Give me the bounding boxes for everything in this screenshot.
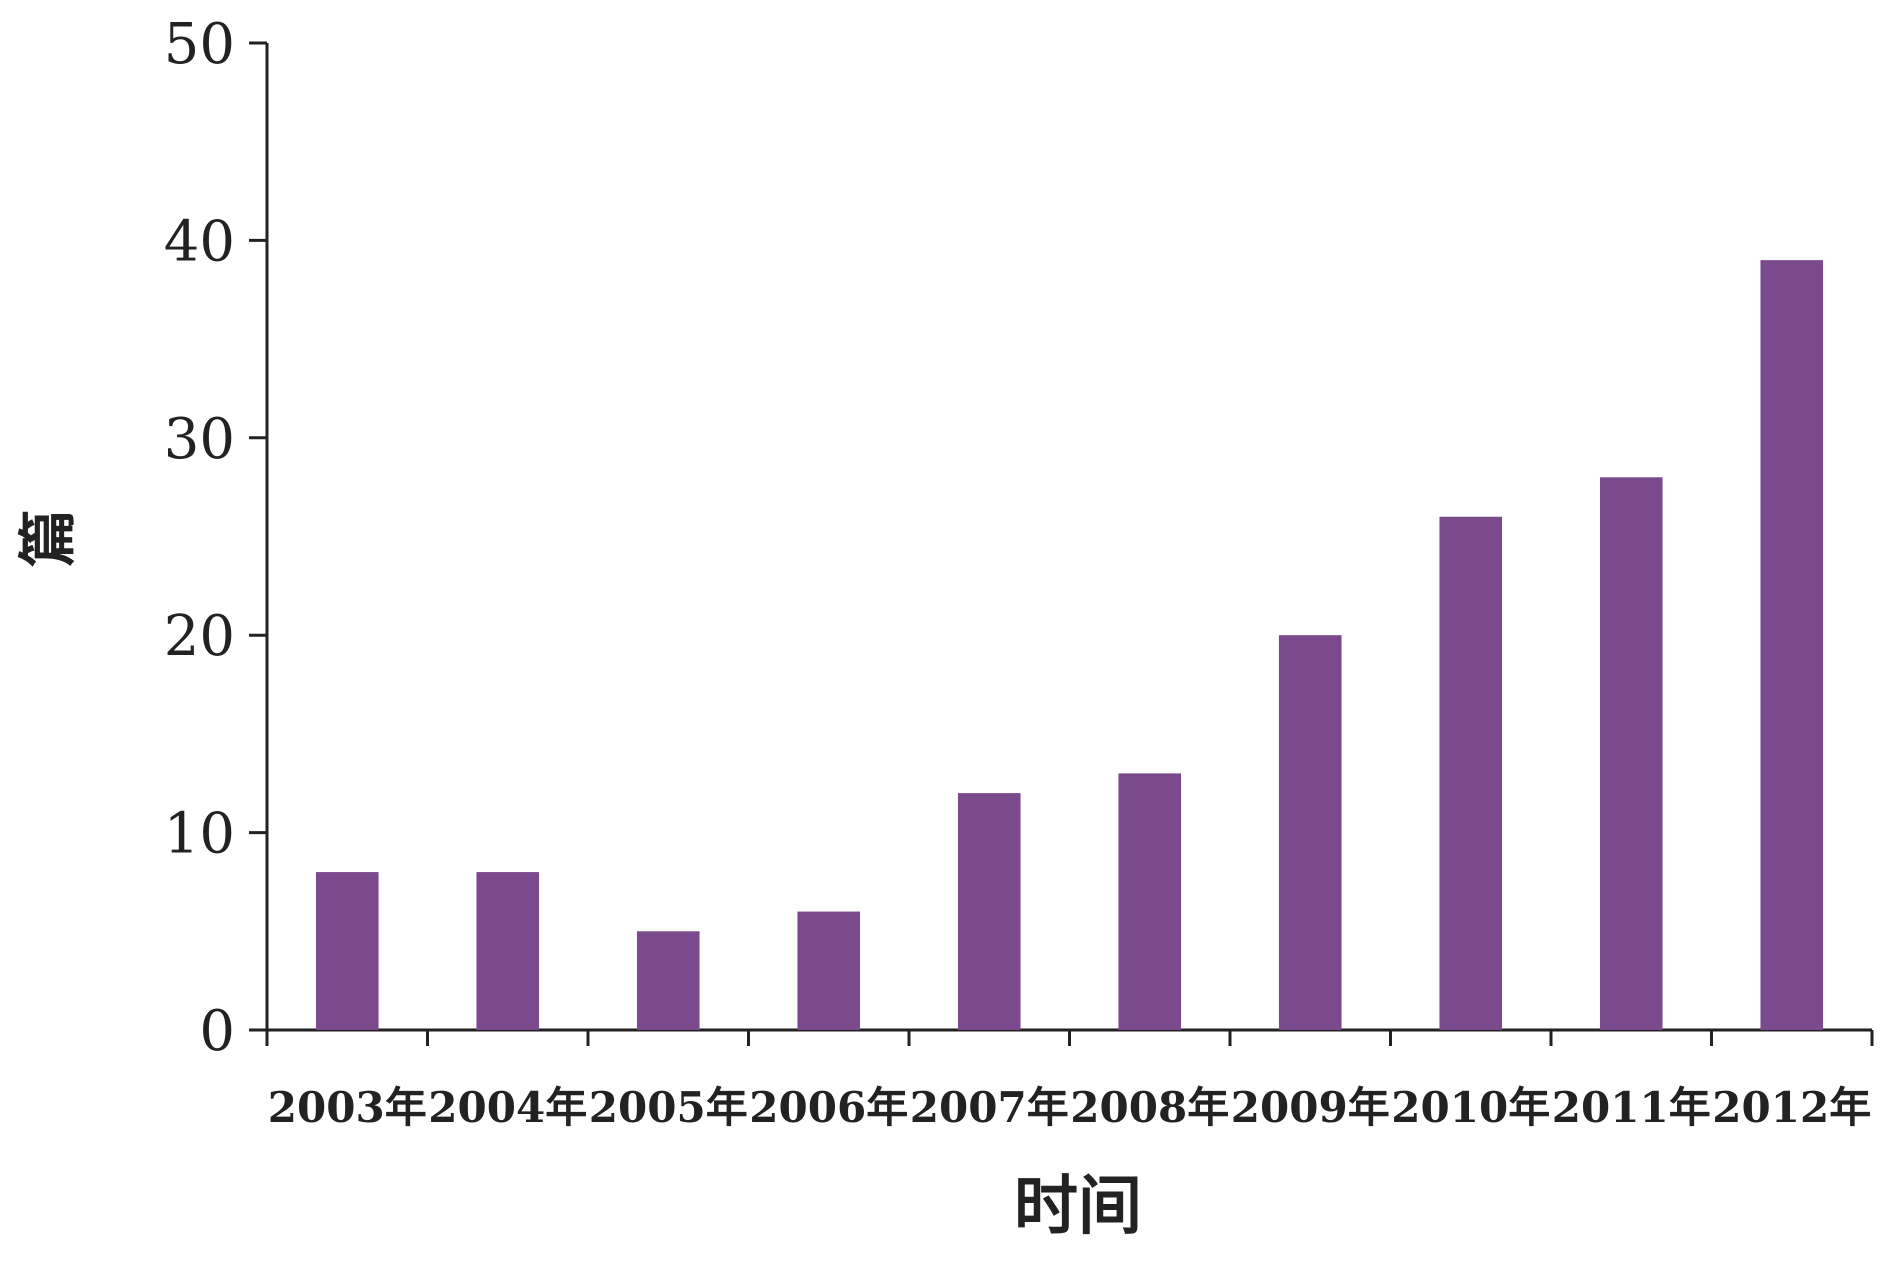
x-tick-label: 2008年 — [1070, 1083, 1229, 1132]
x-tick-label: 2011年 — [1552, 1083, 1711, 1132]
y-axis-title: 篇 — [14, 509, 82, 567]
y-axis: 0 10 20 30 40 50 — [164, 12, 269, 1064]
y-tick-label: 20 — [164, 604, 235, 669]
x-tick-label: 2003年 — [268, 1083, 427, 1132]
x-tick-label: 2010年 — [1391, 1083, 1550, 1132]
x-tick-label: 2005年 — [589, 1083, 748, 1132]
x-tick-label: 2004年 — [428, 1083, 587, 1132]
bar-2004 — [476, 872, 540, 1030]
x-tick-label: 2012年 — [1712, 1083, 1871, 1132]
bar-2003 — [315, 872, 379, 1030]
x-axis: 2003年 2004年 2005年 2006年 2007年 2008年 2009年 2010年… — [265, 1028, 1874, 1132]
bar-2010 — [1439, 516, 1503, 1030]
y-tick-label: 0 — [199, 999, 235, 1064]
y-tick-label: 30 — [164, 407, 235, 472]
x-tick-label: 2009年 — [1231, 1083, 1390, 1132]
bar-2012 — [1760, 260, 1824, 1030]
bars — [315, 260, 1824, 1030]
x-tick-label: 2006年 — [749, 1083, 908, 1132]
x-tick-label: 2007年 — [910, 1083, 1069, 1132]
y-tick-label: 50 — [164, 12, 235, 77]
bar-2011 — [1599, 477, 1663, 1030]
bar-2005 — [636, 931, 700, 1030]
bar-2009 — [1278, 635, 1342, 1030]
y-tick-label: 10 — [164, 802, 235, 867]
bar-2008 — [1118, 773, 1182, 1030]
bar-2007 — [957, 793, 1021, 1030]
x-axis-title: 时间 — [1014, 1169, 1142, 1244]
bar-2006 — [797, 911, 861, 1030]
y-tick-label: 40 — [164, 209, 235, 274]
